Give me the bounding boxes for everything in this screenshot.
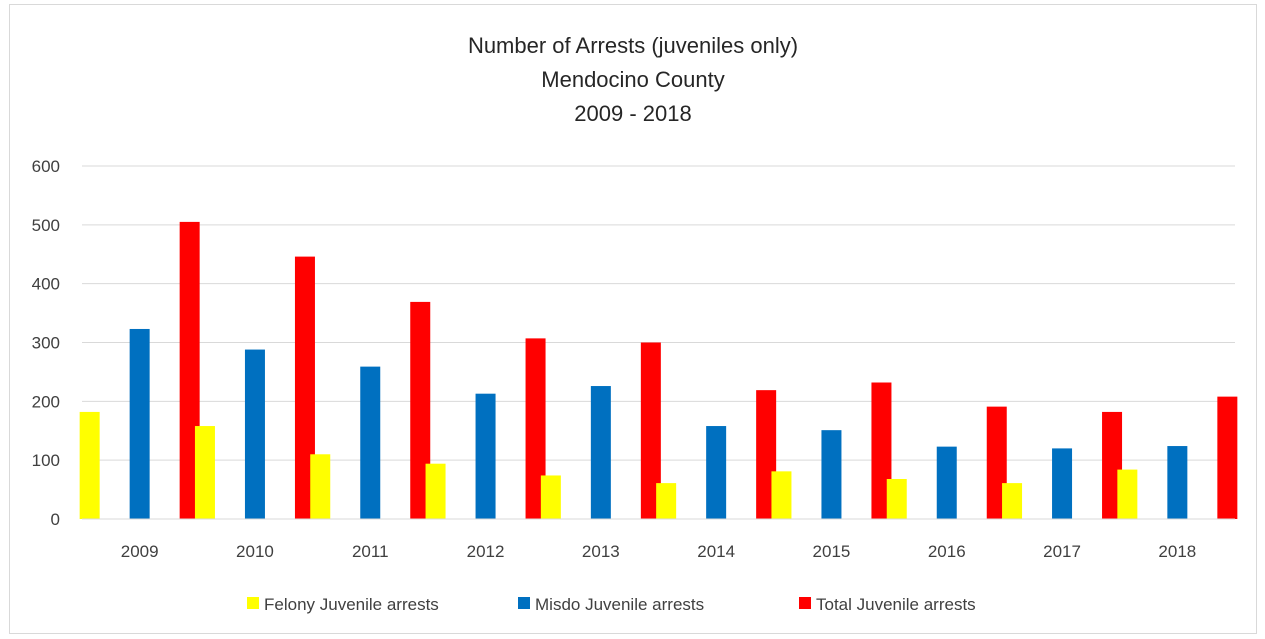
x-tick-label: 2018 <box>1158 542 1196 561</box>
bar-total-2015 <box>871 382 892 519</box>
y-tick-label: 300 <box>32 334 60 353</box>
chart-title: Number of Arrests (juveniles only) Mendoc… <box>468 33 798 126</box>
bar-felony-2013 <box>540 475 561 519</box>
y-tick-label: 400 <box>32 275 60 294</box>
legend-swatch <box>518 597 530 609</box>
legend-label: Misdo Juvenile arrests <box>535 595 704 614</box>
y-tick-label: 100 <box>32 451 60 470</box>
bar-misdo-2009 <box>129 328 150 519</box>
bar-felony-2017 <box>1002 483 1023 519</box>
x-tick-label: 2012 <box>467 542 505 561</box>
gridlines <box>82 165 1235 461</box>
chart-title-line: 2009 - 2018 <box>574 101 691 126</box>
bar-felony-2010 <box>194 426 215 519</box>
y-tick-label: 200 <box>32 392 60 411</box>
y-tick-label: 600 <box>32 157 60 176</box>
y-axis-ticks: 0 100 200 300 400 500 600 <box>32 157 60 529</box>
chart-frame <box>9 4 1257 634</box>
legend-label: Felony Juvenile arrests <box>264 595 439 614</box>
chart-title-line: Number of Arrests (juveniles only) <box>468 33 798 58</box>
bar-total-2013 <box>640 342 661 519</box>
bar-felony-2015 <box>771 471 792 519</box>
bar-misdo-2016 <box>936 446 957 519</box>
x-tick-label: 2010 <box>236 542 274 561</box>
bar-total-2009 <box>179 221 200 519</box>
y-tick-label: 0 <box>51 510 60 529</box>
legend-swatch <box>799 597 811 609</box>
x-tick-label: 2016 <box>928 542 966 561</box>
bar-total-2016 <box>986 406 1007 519</box>
bars <box>79 221 1238 519</box>
bar-felony-2014 <box>656 483 677 519</box>
x-axis-ticks: 2009 2010 2011 2012 2013 2014 2015 2016 2017 2018 <box>121 542 1197 561</box>
legend-label: Total Juvenile arrests <box>816 595 976 614</box>
x-tick-label: 2014 <box>697 542 735 561</box>
bar-misdo-2013 <box>590 386 611 519</box>
bar-total-2018 <box>1217 396 1238 519</box>
bar-misdo-2012 <box>475 393 496 519</box>
bar-felony-2009 <box>79 411 100 519</box>
bar-total-2011 <box>410 301 431 519</box>
bar-felony-2012 <box>425 463 446 519</box>
bar-misdo-2018 <box>1167 446 1188 519</box>
bar-misdo-2017 <box>1052 448 1073 519</box>
x-tick-label: 2011 <box>352 542 389 561</box>
x-tick-label: 2015 <box>813 542 851 561</box>
x-tick-label: 2013 <box>582 542 620 561</box>
bar-total-2012 <box>525 338 546 519</box>
chart-title-line: Mendocino County <box>541 67 724 92</box>
bar-misdo-2014 <box>706 426 727 519</box>
bar-misdo-2015 <box>821 430 842 519</box>
legend: Felony Juvenile arrests Misdo Juvenile ar… <box>247 595 976 614</box>
bar-felony-2011 <box>310 454 331 519</box>
bar-misdo-2010 <box>244 349 265 519</box>
bar-total-2014 <box>756 390 777 519</box>
bar-felony-2018 <box>1117 469 1138 519</box>
bar-total-2010 <box>294 256 315 519</box>
y-tick-label: 500 <box>32 216 60 235</box>
x-tick-label: 2009 <box>121 542 159 561</box>
bar-felony-2016 <box>886 478 907 519</box>
x-tick-label: 2017 <box>1043 542 1081 561</box>
bar-total-2017 <box>1102 411 1123 519</box>
bar-misdo-2011 <box>360 366 381 519</box>
legend-swatch <box>247 597 259 609</box>
